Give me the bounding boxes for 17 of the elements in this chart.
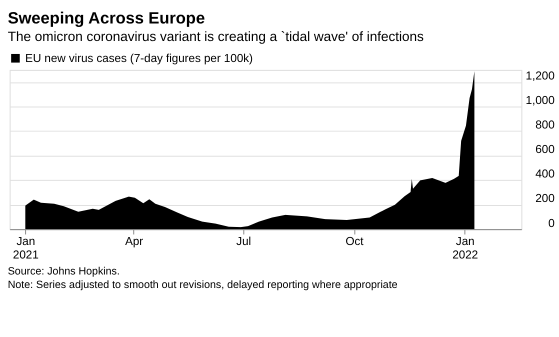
x-tick-label: Apr xyxy=(125,236,144,248)
y-tick-label: 800 xyxy=(535,120,555,132)
x-tick-label: Jan 2022 xyxy=(452,236,478,262)
y-tick-label: 200 xyxy=(535,193,555,206)
legend-label: EU new virus cases (7-day figures per 100k) xyxy=(25,53,254,66)
x-tick-label: Jan 2021 xyxy=(12,236,39,262)
y-tick-label: 1,000 xyxy=(526,95,555,108)
text: Note: Series adjusted to smooth out revisions, delayed reporting where appropriate xyxy=(8,279,398,292)
x-tick-label: Oct xyxy=(345,236,364,248)
chart-subtitle: The omicron coronavirus variant is creating a `tidal wave' of infections xyxy=(8,28,424,44)
y-tick-label: 400 xyxy=(535,168,555,181)
y-tick-label: 1,200 xyxy=(526,70,555,83)
y-tick-label: 0 xyxy=(548,218,555,230)
y-tick-label: 600 xyxy=(535,144,555,156)
chart-title: Sweeping Across Europe xyxy=(8,10,205,28)
source-note: Source: Johns Hopkins. xyxy=(8,266,120,278)
x-tick-label: Jul xyxy=(236,236,252,248)
